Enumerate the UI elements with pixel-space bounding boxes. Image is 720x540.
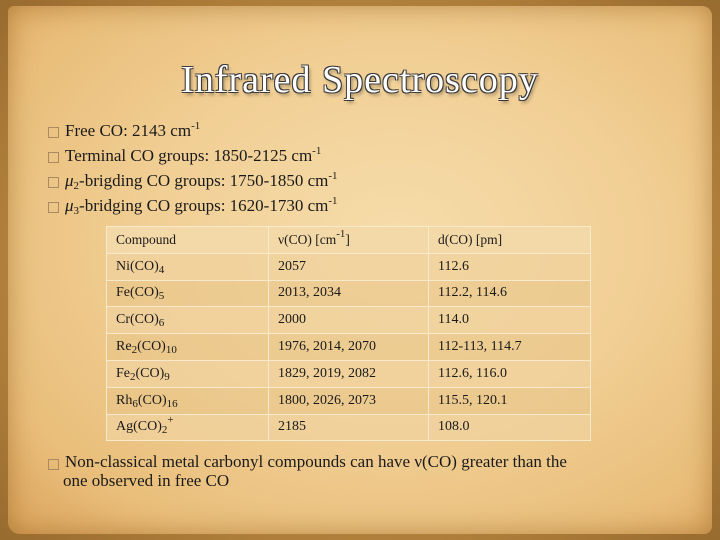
cell-d: 112.6, 116.0 <box>428 359 591 388</box>
bullet-list: Free CO: 2143 cm-1 Terminal CO groups: 1… <box>48 120 338 220</box>
bullet-item: μ2-brigding CO groups: 1750-1850 cm-1 <box>48 170 338 195</box>
table-row: Rh6(CO)16 1800, 2026, 2073 115.5, 120.1 <box>106 386 591 415</box>
cell-compound: Fe2(CO)9 <box>106 359 269 388</box>
bullet-text: μ3-bridging CO groups: 1620-1730 cm-1 <box>65 195 338 217</box>
table-row: Cr(CO)6 2000 114.0 <box>106 306 591 335</box>
carbonyl-table: Compound ν(CO) [cm-1] d(CO) [pm] Ni(CO)4… <box>106 226 591 442</box>
table-row: Fe2(CO)9 1829, 2019, 2082 112.6, 116.0 <box>106 359 591 388</box>
cell-d: 112.2, 114.6 <box>428 279 591 308</box>
cell-nu: 1800, 2026, 2073 <box>268 386 429 415</box>
checkbox-bullet-icon <box>48 177 59 188</box>
checkbox-bullet-icon <box>48 459 59 470</box>
header-compound: Compound <box>106 226 269 254</box>
bullet-item: Free CO: 2143 cm-1 <box>48 120 338 145</box>
bullet-text: Free CO: 2143 cm-1 <box>65 120 201 141</box>
footer-bullet: Non-classical metal carbonyl compounds c… <box>48 452 688 490</box>
cell-d: 112.6 <box>428 252 591 281</box>
cell-d: 114.0 <box>428 306 591 335</box>
footer-line-2: one observed in free CO <box>63 471 230 490</box>
cell-nu: 1976, 2014, 2070 <box>268 333 429 361</box>
table-row: Ni(CO)4 2057 112.6 <box>106 252 591 281</box>
cell-compound: Ni(CO)4 <box>106 252 269 281</box>
cell-d: 112-113, 114.7 <box>428 333 591 361</box>
cell-nu: 2057 <box>268 252 429 281</box>
cell-compound: Cr(CO)6 <box>106 306 269 335</box>
cell-compound: Fe(CO)5 <box>106 279 269 308</box>
bullet-item: Terminal CO groups: 1850-2125 cm-1 <box>48 145 338 170</box>
footer-line-1: Non-classical metal carbonyl compounds c… <box>65 452 567 471</box>
header-d-co: d(CO) [pm] <box>428 226 591 254</box>
table-row: Ag(CO)2+ 2185 108.0 <box>106 413 591 442</box>
cell-d: 115.5, 120.1 <box>428 386 591 415</box>
cell-nu: 1829, 2019, 2082 <box>268 359 429 388</box>
cell-compound: Rh6(CO)16 <box>106 386 269 415</box>
cell-d: 108.0 <box>428 413 591 442</box>
bullet-item: μ3-bridging CO groups: 1620-1730 cm-1 <box>48 195 338 220</box>
table-header-row: Compound ν(CO) [cm-1] d(CO) [pm] <box>106 226 591 254</box>
table-row: Re2(CO)10 1976, 2014, 2070 112-113, 114.… <box>106 333 591 361</box>
checkbox-bullet-icon <box>48 152 59 163</box>
table-row: Fe(CO)5 2013, 2034 112.2, 114.6 <box>106 279 591 308</box>
cell-compound: Re2(CO)10 <box>106 333 269 361</box>
cell-nu: 2185 <box>268 413 429 442</box>
bullet-text: Terminal CO groups: 1850-2125 cm-1 <box>65 145 322 166</box>
header-nu-co: ν(CO) [cm-1] <box>268 226 429 254</box>
cell-nu: 2000 <box>268 306 429 335</box>
checkbox-bullet-icon <box>48 202 59 213</box>
cell-compound: Ag(CO)2+ <box>106 413 269 442</box>
checkbox-bullet-icon <box>48 127 59 138</box>
bullet-text: μ2-brigding CO groups: 1750-1850 cm-1 <box>65 170 338 192</box>
cell-nu: 2013, 2034 <box>268 279 429 308</box>
slide-title: Infrared Spectroscopy <box>181 59 539 101</box>
